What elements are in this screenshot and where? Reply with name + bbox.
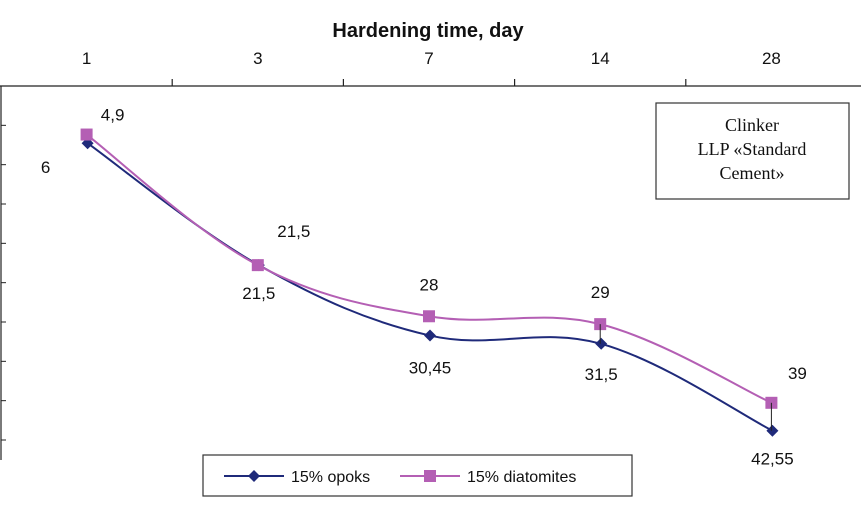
annotation-line-2: LLP «Standard (698, 139, 807, 159)
data-label: 21,5 (277, 222, 310, 241)
annotation-box: Clinker LLP «Standard Cement» (655, 102, 850, 200)
x-axis-tick-labels: 1 3 7 14 28 (82, 49, 781, 68)
annotation-line-1: Clinker (725, 115, 779, 135)
x-axis-ticks (171, 79, 687, 86)
annotation-frame (655, 102, 850, 200)
data-label: 4,9 (101, 106, 125, 125)
x-tick-label: 1 (82, 49, 91, 68)
y-axis (0, 86, 6, 460)
data-label: 28 (420, 275, 439, 294)
data-point-diamond (424, 329, 436, 342)
legend: 15% opoks 15% diatomites (202, 454, 633, 497)
legend-item-diatomites: 15% diatomites (400, 469, 576, 486)
x-tick-label: 3 (253, 49, 262, 68)
data-point-diamond (766, 424, 779, 437)
data-labels: 6 21,5 30,45 31,5 42,55 4,9 21,5 28 29 39 (41, 106, 807, 469)
data-label: 31,5 (585, 365, 618, 384)
data-label: 30,45 (409, 359, 452, 378)
data-label: 29 (591, 283, 610, 302)
legend-label-opoks: 15% opoks (291, 469, 370, 486)
y-axis-ticks (1, 124, 6, 441)
data-point-square (251, 259, 264, 272)
series-layer (80, 128, 779, 437)
data-point-diamond (595, 337, 608, 350)
legend-diamond-icon (248, 470, 260, 482)
data-point-square (80, 128, 93, 141)
data-point-square (423, 310, 435, 323)
legend-label-diatomites: 15% diatomites (467, 469, 576, 486)
x-tick-label: 7 (424, 49, 433, 68)
x-tick-label: 14 (591, 49, 610, 68)
data-label: 39 (788, 364, 807, 383)
x-tick-label: 28 (762, 49, 781, 68)
data-label: 6 (41, 158, 50, 177)
legend-item-opoks: 15% opoks (224, 469, 370, 486)
data-label: 21,5 (242, 284, 275, 303)
x-axis-title: Hardening time, day (332, 20, 524, 42)
x-axis: 1 3 7 14 28 (0, 49, 861, 87)
annotation-line-3: Cement» (720, 163, 785, 183)
data-label: 42,55 (751, 450, 794, 469)
legend-square-icon (424, 470, 436, 482)
